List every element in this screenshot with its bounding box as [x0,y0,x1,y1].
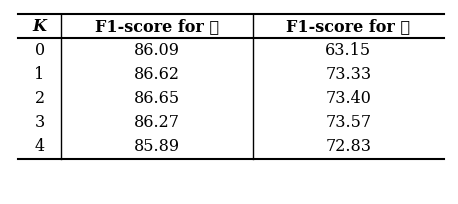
Text: 2: 2 [34,90,45,107]
Text: 0: 0 [34,42,45,59]
Text: 73.57: 73.57 [325,114,371,131]
Text: K: K [33,18,47,35]
Text: 86.65: 86.65 [134,90,180,107]
Text: 73.33: 73.33 [325,66,371,83]
Text: 73.40: 73.40 [326,90,371,107]
Text: 3: 3 [34,114,45,131]
Text: 63.15: 63.15 [325,42,371,59]
Text: F1-score for ①: F1-score for ① [95,18,219,35]
Text: 72.83: 72.83 [326,138,371,155]
Text: F1-score for ②: F1-score for ② [286,18,410,35]
Text: 4: 4 [34,138,45,155]
Text: 85.89: 85.89 [134,138,180,155]
Text: 86.09: 86.09 [134,42,180,59]
Text: 1: 1 [34,66,45,83]
Text: 86.62: 86.62 [134,66,180,83]
Text: 86.27: 86.27 [134,114,180,131]
